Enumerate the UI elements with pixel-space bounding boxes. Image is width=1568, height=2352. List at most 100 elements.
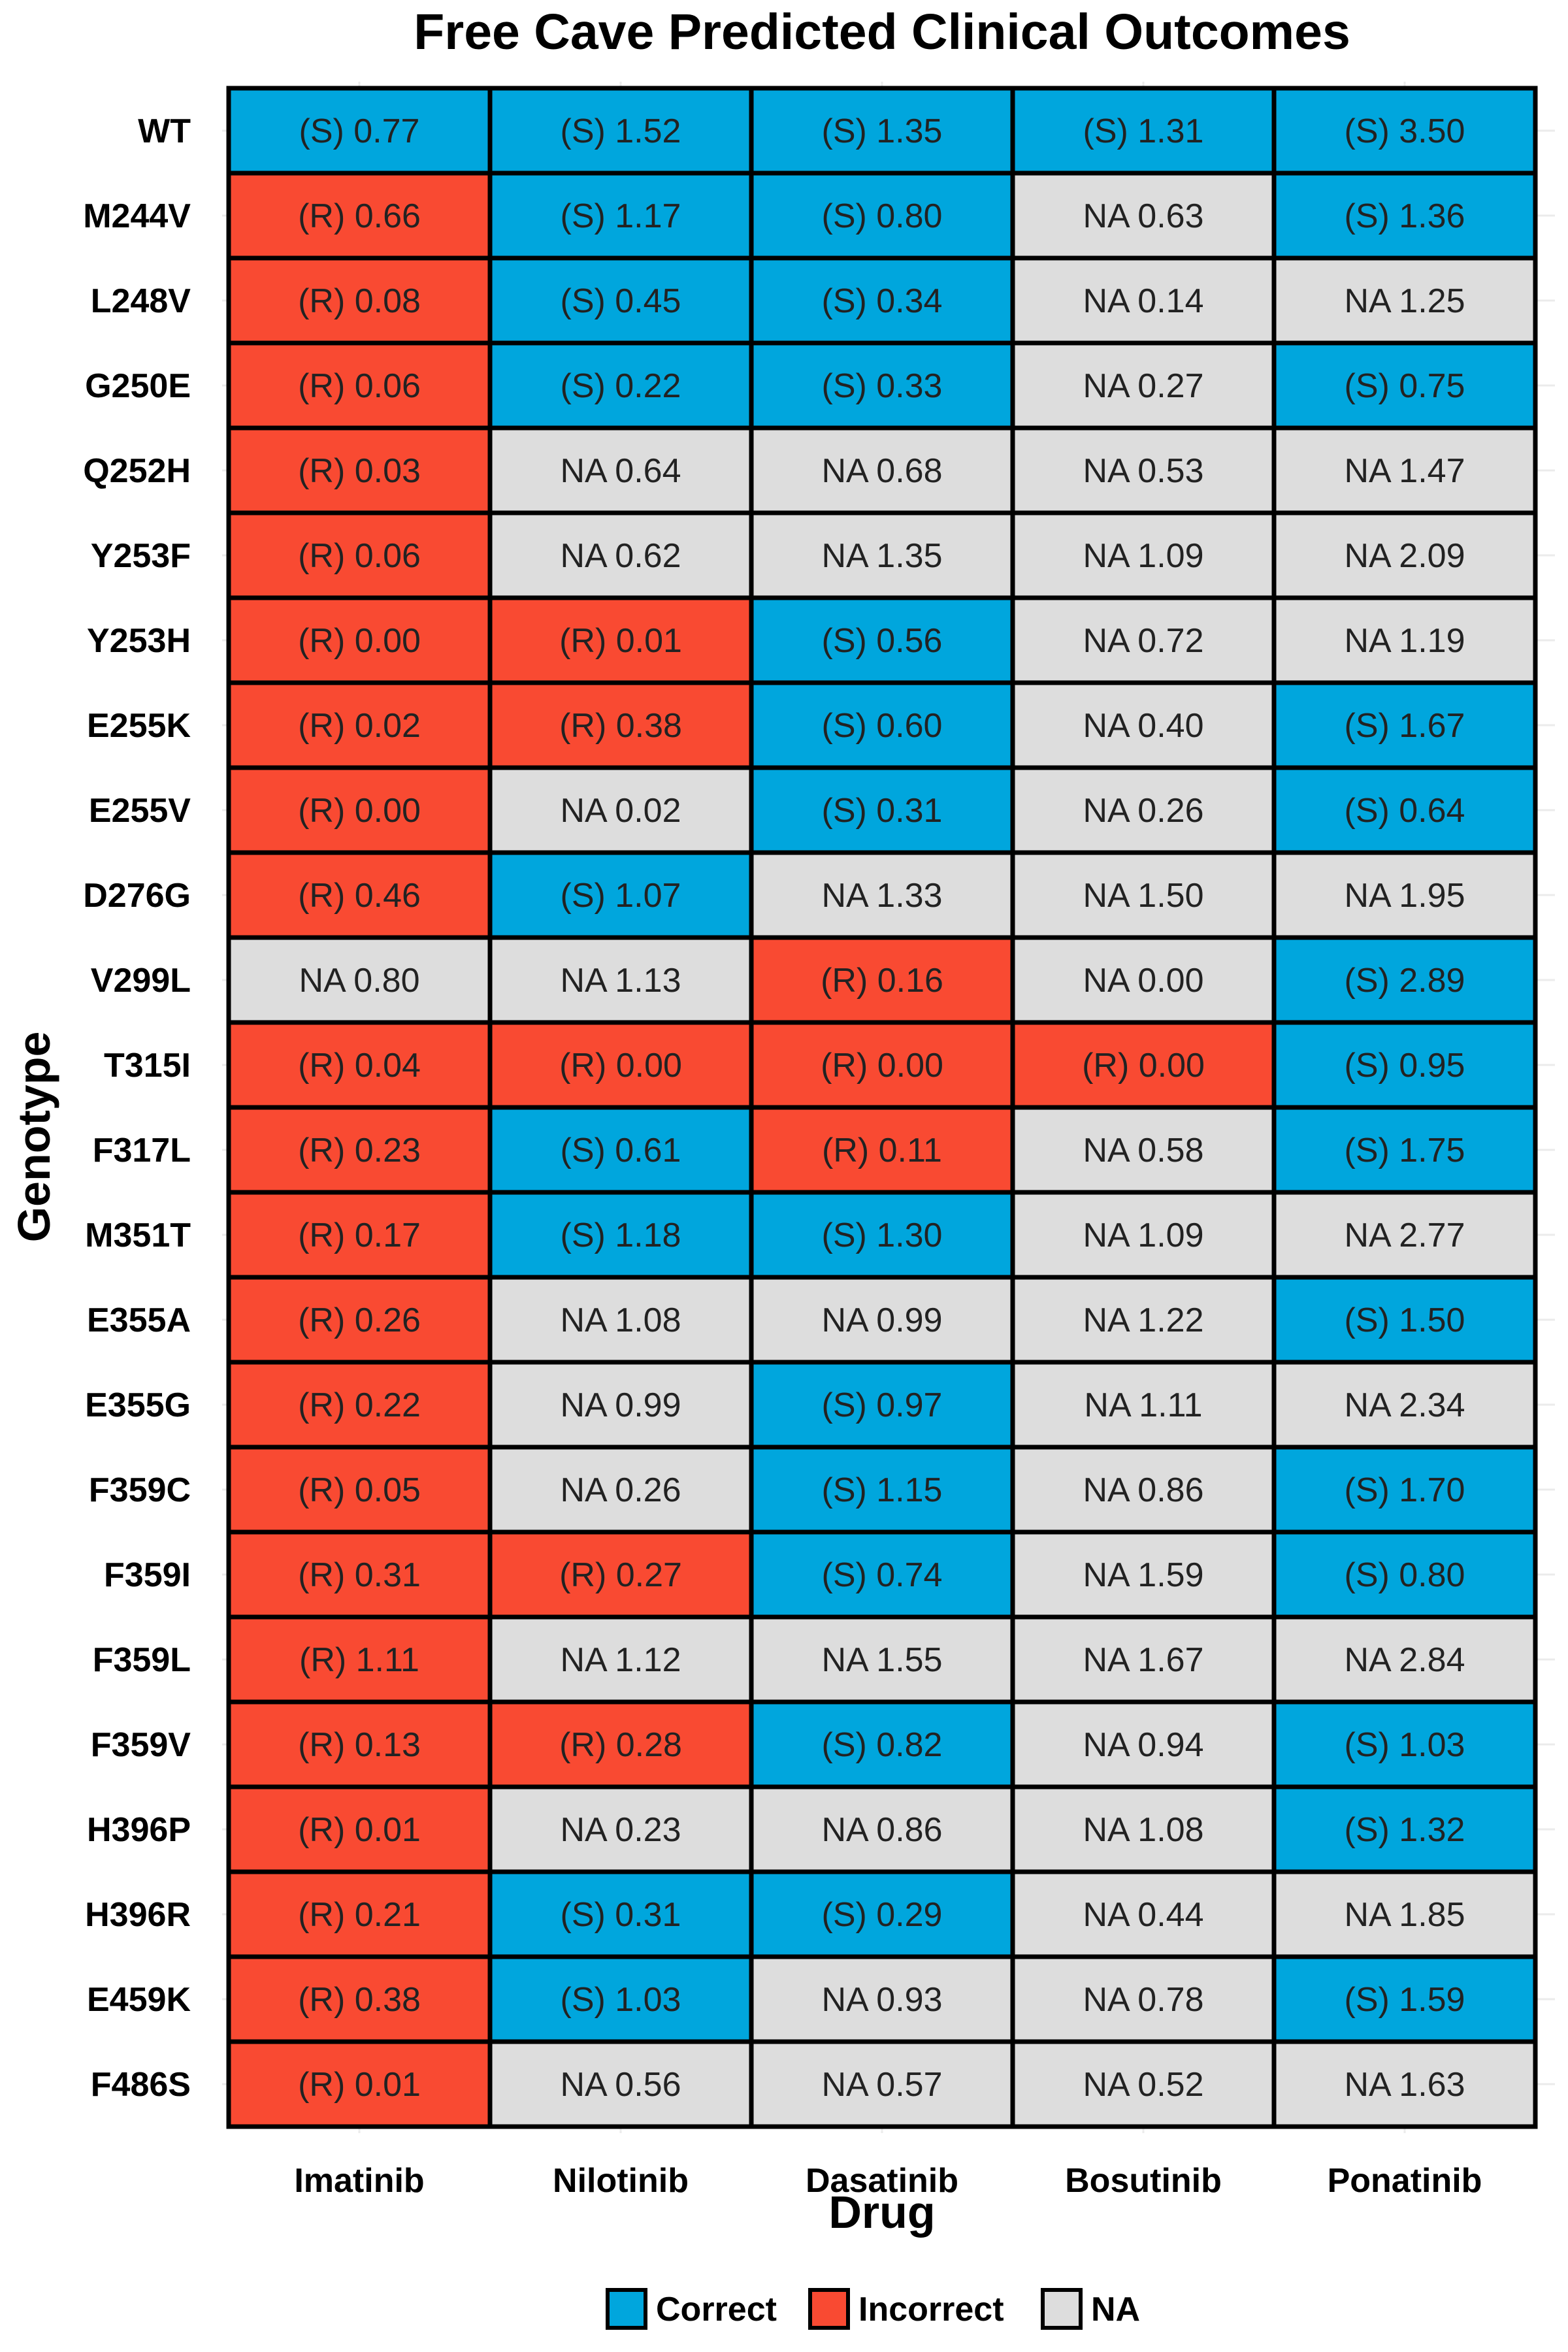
cell-label: (S) 0.61 — [561, 1132, 681, 1169]
heatmap-cell — [749, 1020, 1015, 1110]
cell-label: NA 0.93 — [821, 1981, 942, 2019]
cell-label: NA 0.14 — [1083, 282, 1203, 320]
cell-label: NA 2.34 — [1344, 1386, 1465, 1424]
legend-swatch-na — [1041, 2288, 1083, 2330]
cell-label: NA 1.95 — [1344, 877, 1465, 915]
cell-label: NA 0.56 — [560, 2066, 681, 2104]
cell-label: (R) 0.01 — [298, 1811, 421, 1849]
heatmap-cell — [487, 765, 754, 855]
cell-label: (R) 0.00 — [1082, 1047, 1205, 1085]
cell-label: (S) 0.77 — [299, 112, 420, 150]
cell-label: (R) 0.17 — [298, 1217, 421, 1254]
cell-label: (S) 0.75 — [1345, 367, 1465, 405]
heatmap-cell — [1010, 1614, 1277, 1705]
cell-label: (S) 0.95 — [1345, 1047, 1465, 1085]
cell-label: (S) 1.15 — [822, 1471, 943, 1509]
heatmap-cell — [487, 1020, 754, 1110]
heatmap-cell — [1271, 1784, 1538, 1874]
x-tick-label: Ponatinib — [1328, 2162, 1482, 2200]
cell-label: (R) 0.08 — [298, 282, 421, 320]
cell-label: (R) 0.13 — [298, 1726, 421, 1764]
y-tick-label: E459K — [87, 1981, 191, 2019]
cell-label: (S) 0.80 — [822, 197, 943, 235]
cell-label: (R) 0.23 — [298, 1132, 421, 1169]
heatmap-cell — [1271, 850, 1538, 940]
cell-label: NA 1.08 — [1083, 1811, 1203, 1849]
y-axis-label: Genotype — [8, 1032, 59, 1243]
cell-label: (S) 0.82 — [822, 1726, 943, 1764]
heatmap-cell — [1010, 1020, 1277, 1110]
heatmap-cell — [749, 1869, 1015, 1959]
cell-label: (S) 1.70 — [1345, 1471, 1465, 1509]
cell-label: NA 0.58 — [1083, 1132, 1203, 1169]
heatmap-cell — [1010, 171, 1277, 261]
cell-label: (S) 1.32 — [1345, 1811, 1465, 1849]
heatmap-cell — [1010, 1275, 1277, 1365]
cell-label: NA 1.11 — [1084, 1386, 1202, 1424]
heatmap-cell — [487, 171, 754, 261]
cell-label: NA 0.99 — [560, 1386, 681, 1424]
heatmap-cell — [749, 340, 1015, 431]
cell-label: NA 0.53 — [1083, 452, 1203, 490]
cell-label: NA 0.72 — [1083, 622, 1203, 660]
heatmap-cell — [1271, 1954, 1538, 2044]
cell-label: NA 1.59 — [1083, 1556, 1203, 1594]
cell-label: (R) 0.00 — [298, 622, 421, 660]
heatmap-cell — [749, 255, 1015, 346]
heatmap-cell — [1271, 2039, 1538, 2129]
cell-label: (R) 0.66 — [298, 197, 421, 235]
cell-label: NA 0.94 — [1083, 1726, 1203, 1764]
heatmap-cell — [1271, 1275, 1538, 1365]
cell-label: (R) 0.01 — [559, 622, 682, 660]
heatmap-cell — [749, 765, 1015, 855]
cell-label: (S) 1.52 — [561, 112, 681, 150]
heatmap-cells: (S) 0.77 (S) 1.52 (S) 1.35 (S) 1.31 (S) 3.50… — [226, 86, 1538, 2129]
cell-label: (R) 1.11 — [299, 1641, 419, 1679]
heatmap-cell — [1010, 765, 1277, 855]
y-tick-label: E255V — [89, 792, 191, 830]
cell-label: (S) 0.45 — [561, 282, 681, 320]
heatmap-cell — [226, 1784, 493, 1874]
cell-label: NA 1.35 — [821, 537, 942, 575]
cell-label: (R) 0.21 — [298, 1896, 421, 1934]
cell-label: NA 0.00 — [1083, 962, 1203, 1000]
heatmap-cell — [487, 1784, 754, 1874]
cell-label: (S) 1.35 — [822, 112, 943, 150]
cell-label: NA 1.08 — [560, 1301, 681, 1339]
cell-label: (S) 0.80 — [1345, 1556, 1465, 1594]
cell-label: (S) 0.74 — [822, 1556, 943, 1594]
heatmap-cell — [749, 850, 1015, 940]
cell-label: NA 1.09 — [1083, 537, 1203, 575]
cell-label: NA 0.44 — [1083, 1896, 1203, 1934]
x-tick-label: Bosutinib — [1065, 2162, 1222, 2200]
heatmap-cell — [749, 1784, 1015, 1874]
heatmap-cell — [487, 1529, 754, 1620]
cell-label: (R) 0.04 — [298, 1047, 421, 1085]
heatmap-cell — [487, 1614, 754, 1705]
cell-label: (S) 0.34 — [822, 282, 943, 320]
cell-label: NA 0.62 — [560, 537, 681, 575]
cell-label: (R) 0.06 — [298, 367, 421, 405]
heatmap-cell — [226, 1190, 493, 1280]
x-tick-labels: Imatinib Nilotinib Dasatinib Bosutinib Ponat… — [294, 2162, 1482, 2200]
cell-label: NA 2.09 — [1344, 537, 1465, 575]
cell-label: NA 0.02 — [560, 792, 681, 830]
cell-label: NA 1.13 — [560, 962, 681, 1000]
heatmap-cell — [1271, 765, 1538, 855]
heatmap-cell — [1010, 2039, 1277, 2129]
cell-label: (S) 1.07 — [561, 877, 681, 915]
cell-label: NA 0.99 — [821, 1301, 942, 1339]
y-tick-label: D276G — [83, 877, 191, 915]
heatmap-cell — [1010, 425, 1277, 515]
heatmap-cell — [487, 935, 754, 1025]
cell-label: NA 0.78 — [1083, 1981, 1203, 2019]
cell-label: NA 0.68 — [821, 452, 942, 490]
cell-label: (S) 0.31 — [561, 1896, 681, 1934]
cell-label: NA 0.80 — [299, 962, 419, 1000]
cell-label: NA 0.86 — [1083, 1471, 1203, 1509]
cell-label: NA 1.55 — [821, 1641, 942, 1679]
heatmap-cell — [1271, 1360, 1538, 1450]
heatmap-cell — [1010, 935, 1277, 1025]
cell-label: (S) 0.22 — [561, 367, 681, 405]
cell-label: (S) 3.50 — [1345, 112, 1465, 150]
